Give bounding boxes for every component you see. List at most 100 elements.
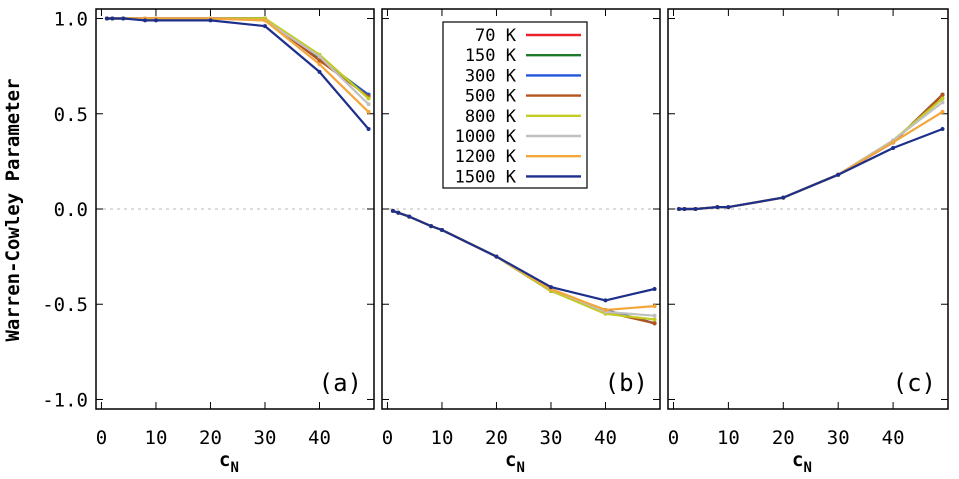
data-point xyxy=(317,54,322,59)
data-point xyxy=(652,287,657,291)
x-tick-label: 20 xyxy=(485,427,508,449)
data-point xyxy=(366,102,371,107)
data-point xyxy=(548,285,553,290)
panel-b: 0 10 20 30 40 cN (b) xyxy=(381,8,661,476)
data-point xyxy=(366,109,371,114)
data-point xyxy=(390,208,395,213)
x-axis-title-subscript: N xyxy=(517,460,525,476)
data-point xyxy=(940,100,945,105)
series-line-800k xyxy=(106,17,370,100)
series-line-1500k xyxy=(679,127,943,211)
x-tick-label: 0 xyxy=(382,427,393,449)
data-point xyxy=(781,195,786,200)
data-point xyxy=(726,205,731,210)
panel-label: (a) xyxy=(319,369,362,397)
legend-label: 150 K xyxy=(465,46,517,66)
y-tick-label: 1.0 xyxy=(54,9,88,31)
data-point xyxy=(262,18,267,23)
data-point xyxy=(940,96,945,101)
data-point xyxy=(693,207,698,211)
y-axis-title: Warren-Cowley Parameter xyxy=(2,78,24,341)
data-point xyxy=(652,321,657,326)
y-tick-label: -0.5 xyxy=(42,294,88,316)
data-point xyxy=(396,210,401,215)
panel-a: 1.0 0.5 0.0 -0.5 -1.0 0 10 20 30 40 cN (a) xyxy=(42,8,375,476)
panel-label: (b) xyxy=(605,369,648,397)
data-point xyxy=(891,146,896,151)
series-line-1500k xyxy=(392,209,655,302)
data-point xyxy=(940,92,945,97)
data-point xyxy=(603,307,608,312)
data-point xyxy=(891,140,896,145)
y-tick-label: 0.0 xyxy=(54,199,88,221)
panel-label: (c) xyxy=(893,369,936,397)
x-tick-label: 40 xyxy=(594,427,617,449)
data-point xyxy=(682,207,687,211)
data-point xyxy=(121,16,126,21)
data-point xyxy=(652,304,657,309)
legend-label: 1200 K xyxy=(455,147,517,167)
data-point xyxy=(317,69,322,74)
x-axis-title-main: c xyxy=(219,449,230,471)
data-point xyxy=(366,127,371,131)
y-tick-label: -1.0 xyxy=(42,389,88,411)
x-tick-label: 10 xyxy=(145,427,168,449)
data-point xyxy=(143,18,148,23)
x-tick-label: 30 xyxy=(254,427,277,449)
series-line-300k xyxy=(679,93,944,211)
data-point xyxy=(836,172,841,177)
data-point xyxy=(652,317,657,322)
data-point xyxy=(715,205,720,210)
legend-label: 300 K xyxy=(465,66,517,86)
series-line-1200k xyxy=(679,110,944,211)
x-axis-title: cN xyxy=(505,449,525,476)
x-axis-title: cN xyxy=(219,449,239,476)
series-line-1000k xyxy=(106,17,370,105)
x-tick-label: 0 xyxy=(668,427,679,449)
legend-label: 500 K xyxy=(465,87,517,107)
x-tick-label: 20 xyxy=(199,427,222,449)
legend-label: 70 K xyxy=(475,26,517,46)
data-point xyxy=(494,254,499,259)
x-tick-label: 10 xyxy=(431,427,454,449)
data-point xyxy=(407,214,412,219)
x-axis-title: cN xyxy=(792,449,812,476)
x-tick-label: 40 xyxy=(308,427,331,449)
data-point xyxy=(676,207,681,211)
legend-box xyxy=(442,21,588,189)
x-tick-label: 20 xyxy=(772,427,795,449)
panel-c: 0 10 20 30 40 cN (c) xyxy=(667,8,949,476)
data-point xyxy=(110,16,115,21)
data-point xyxy=(366,96,371,101)
data-point xyxy=(940,109,945,114)
x-tick-label: 40 xyxy=(882,427,905,449)
legend-label: 1000 K xyxy=(455,127,517,147)
x-axis-title-subscript: N xyxy=(804,460,812,476)
series-line-70k xyxy=(679,93,944,211)
y-tick-label: 0.5 xyxy=(54,104,88,126)
x-tick-label: 10 xyxy=(717,427,740,449)
legend-label: 1500 K xyxy=(455,167,517,187)
legend-label: 800 K xyxy=(465,107,517,127)
data-point xyxy=(317,62,322,67)
data-point xyxy=(940,127,945,131)
x-tick-label: 30 xyxy=(540,427,563,449)
series-line-500k xyxy=(679,93,944,211)
data-point xyxy=(153,18,158,23)
data-point xyxy=(104,16,109,21)
x-axis-title-main: c xyxy=(505,449,516,471)
x-tick-label: 30 xyxy=(827,427,850,449)
data-point xyxy=(652,313,657,318)
x-tick-label: 0 xyxy=(96,427,107,449)
data-point xyxy=(208,18,213,23)
data-point xyxy=(439,227,444,232)
series-line-800k xyxy=(679,97,944,211)
x-axis-title-main: c xyxy=(792,449,803,471)
data-point xyxy=(429,224,434,229)
data-point xyxy=(603,298,608,303)
data-point xyxy=(317,58,322,63)
x-axis-title-subscript: N xyxy=(231,460,239,476)
series-line-1000k xyxy=(679,101,944,211)
